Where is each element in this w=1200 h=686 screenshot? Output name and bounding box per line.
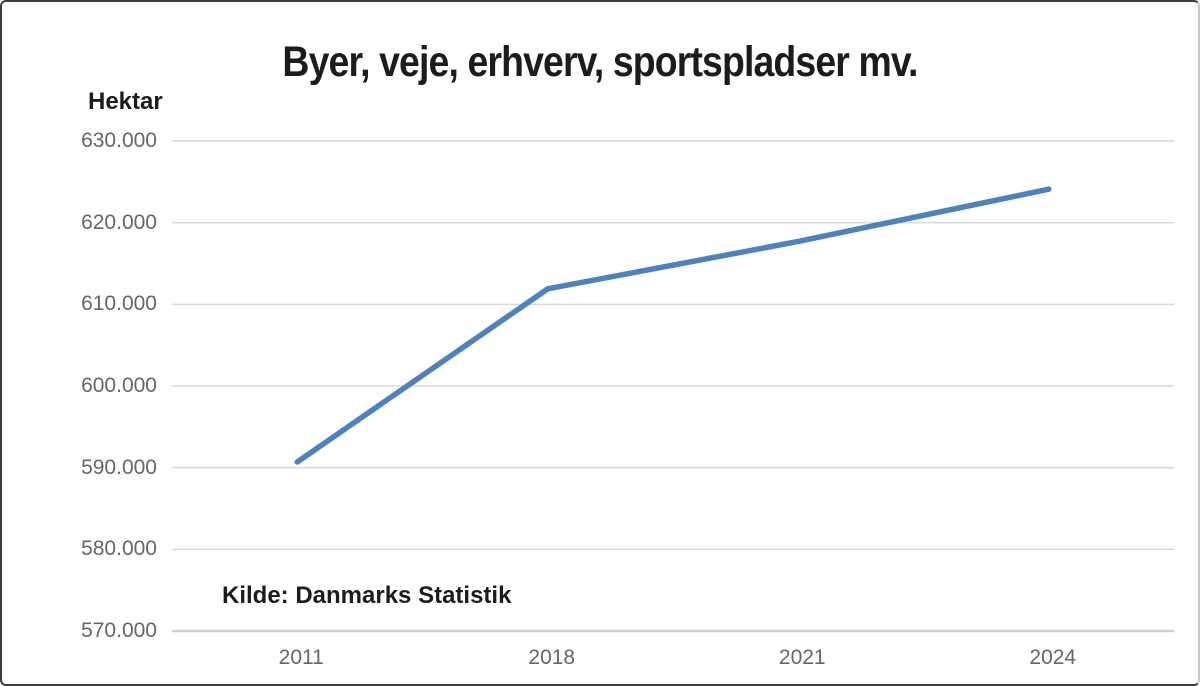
x-tick-label: 2011: [278, 646, 324, 669]
chart-title: Byer, veje, erhverv, sportspladser mv.: [282, 38, 918, 86]
y-tick-label: 610.000: [81, 292, 157, 316]
source-note: Kilde: Danmarks Statistik: [222, 582, 512, 609]
x-tick-label: 2021: [778, 646, 826, 669]
x-tick-label: 2018: [528, 646, 576, 669]
y-axis-unit-label: Hektar: [88, 88, 163, 115]
y-tick-label: 600.000: [81, 374, 157, 397]
y-tick-label: 630.000: [81, 129, 157, 152]
data-series-line: [294, 186, 1052, 465]
y-tick-label: 570.000: [81, 619, 157, 642]
y-tick-label: 590.000: [81, 455, 157, 479]
y-tick-label: 580.000: [81, 537, 157, 561]
y-tick-label: 620.000: [81, 210, 157, 234]
x-tick-label: 2024: [1029, 646, 1077, 669]
